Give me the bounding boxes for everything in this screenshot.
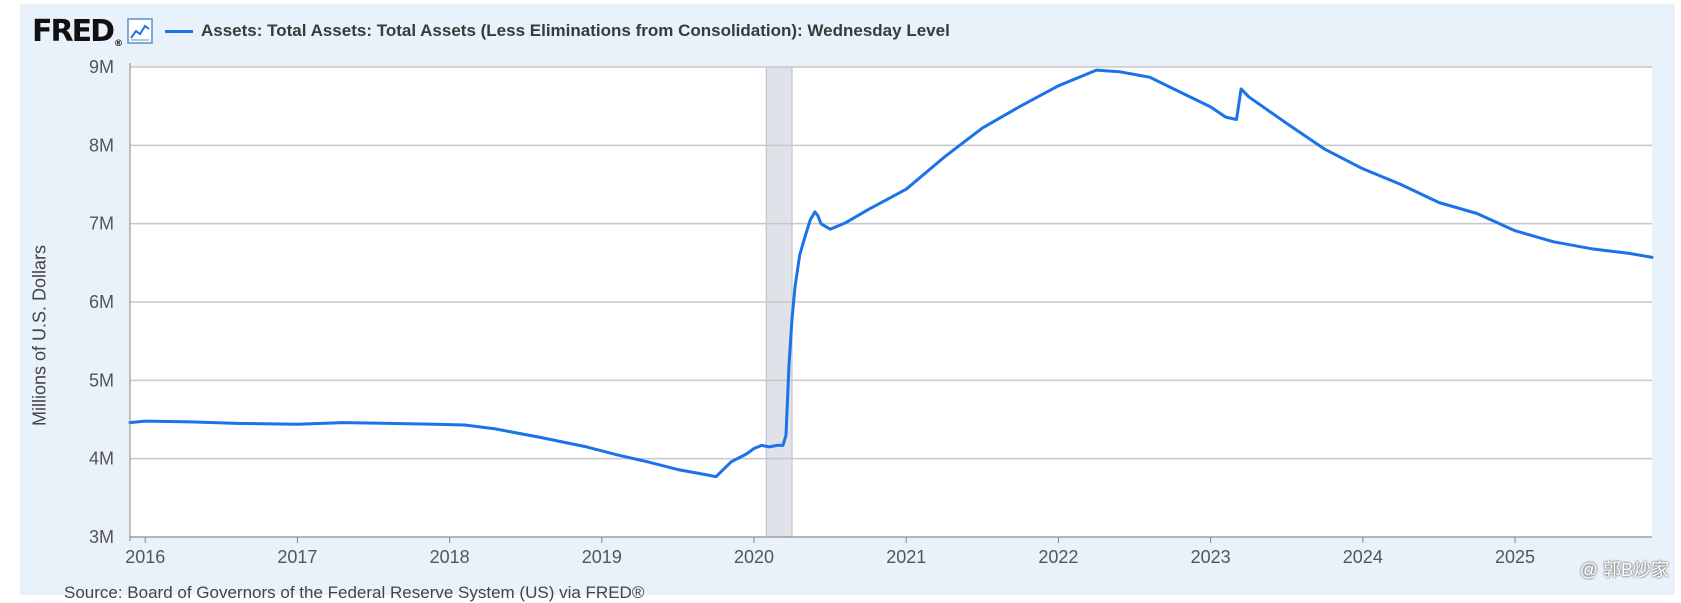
y-tick-label: 8M: [89, 135, 114, 155]
x-tick-label: 2018: [430, 547, 470, 567]
line-chart-icon[interactable]: [127, 18, 153, 44]
y-tick-label: 3M: [89, 527, 114, 547]
legend-swatch: [165, 29, 193, 33]
x-tick-label: 2016: [125, 547, 165, 567]
series-layer: [128, 68, 1654, 479]
x-tick-label: 2024: [1343, 547, 1383, 567]
x-tick-label: 2023: [1191, 547, 1231, 567]
watermark: @ 郭B炒家: [1579, 560, 1669, 580]
y-tick-label: 4M: [89, 449, 114, 469]
legend: Assets: Total Assets: Total Assets (Less…: [165, 21, 950, 41]
y-tick-label: 5M: [89, 370, 114, 390]
legend-label: Assets: Total Assets: Total Assets (Less…: [201, 21, 950, 40]
source-note: Source: Board of Governors of the Federa…: [64, 583, 645, 602]
axis-layer: 3M 4M 5M 6M 7M 8M 9M 2016 2017 2018 2019 2020 2021 20…: [89, 57, 1652, 567]
x-tick-label: 2021: [886, 547, 926, 567]
x-tick-label: 2022: [1038, 547, 1078, 567]
y-tick-label: 6M: [89, 292, 114, 312]
y-tick-label: 7M: [89, 214, 114, 234]
fred-logo[interactable]: FRED®: [32, 13, 123, 49]
x-tick-label: 2017: [277, 547, 317, 567]
series-line[interactable]: [128, 68, 1654, 479]
chart-header: FRED® Assets: Total Assets: Total Assets…: [32, 13, 950, 49]
x-tick-label: 2025: [1495, 547, 1535, 567]
x-tick-label: 2020: [734, 547, 774, 567]
y-tick-label: 9M: [89, 57, 114, 77]
x-tick-label: 2019: [582, 547, 622, 567]
